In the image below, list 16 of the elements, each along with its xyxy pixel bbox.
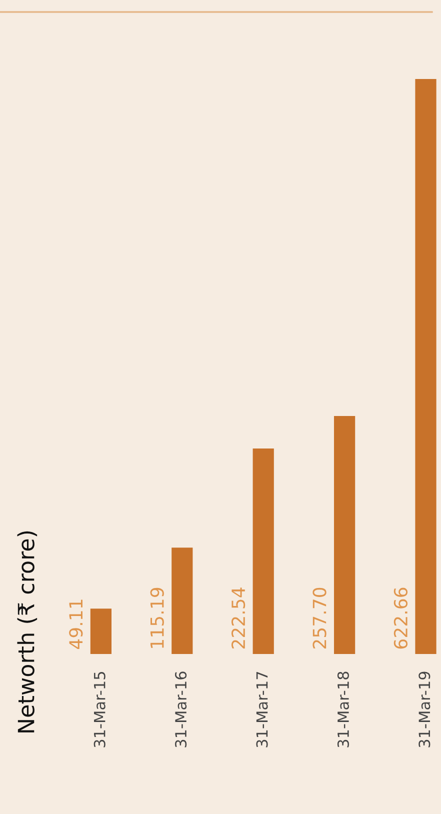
x-tick-label: 31-Mar-19 xyxy=(418,672,430,748)
bar xyxy=(252,448,274,654)
x-tick-label: 31-Mar-15 xyxy=(94,672,106,748)
data-label: 257.70 xyxy=(312,588,326,649)
data-label: 222.54 xyxy=(231,588,246,649)
bar xyxy=(415,79,436,654)
bar xyxy=(172,548,193,654)
x-tick-label: 31-Mar-16 xyxy=(175,672,187,748)
bar xyxy=(334,416,356,654)
data-label: 49.11 xyxy=(69,600,83,649)
bar xyxy=(90,608,112,654)
x-tick-label: 31-Mar-17 xyxy=(256,672,268,748)
data-label: 622.66 xyxy=(394,588,408,649)
y-axis-title: Networth (₹ crore) xyxy=(17,531,38,732)
data-label: 115.19 xyxy=(150,588,164,648)
x-tick-label: 31-Mar-18 xyxy=(337,672,349,748)
